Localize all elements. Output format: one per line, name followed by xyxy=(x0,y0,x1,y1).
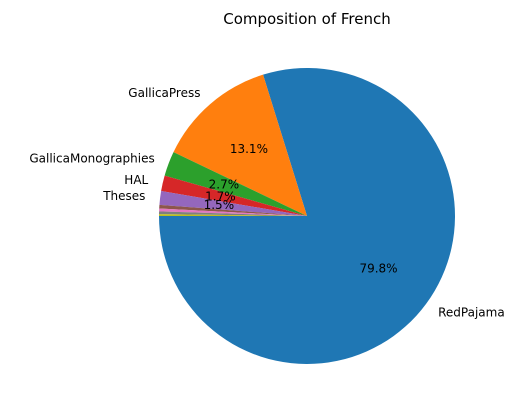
slice-percent-label: 79.8% xyxy=(359,262,397,276)
pie-slice xyxy=(159,191,307,216)
slice-percent-label: 1.5% xyxy=(204,198,235,212)
pie-slice xyxy=(173,74,307,217)
pie-percent-labels: 79.8% 13.1% 2.7%1.7%1.5% xyxy=(204,142,398,276)
pie-slice xyxy=(158,214,307,216)
slice-percent-label: 1.7% xyxy=(205,189,236,203)
slice-label: Theses xyxy=(102,189,145,203)
pie-slice xyxy=(159,68,455,365)
slice-label: HAL xyxy=(124,173,148,187)
pie-slice xyxy=(159,204,307,216)
slice-label: RedPajama xyxy=(438,306,505,320)
slice-label: GallicaMonographies xyxy=(29,151,154,165)
chart-title: Composition of French xyxy=(223,10,391,28)
slice-label: GallicaPress xyxy=(128,86,200,100)
pie-labels: RedPajama GallicaPress GallicaMonographies… xyxy=(29,86,504,320)
pie-slices xyxy=(158,68,455,365)
slice-percent-label: 2.7% xyxy=(209,178,240,192)
slice-percent-label: 13.1% xyxy=(230,142,268,156)
pie-slice xyxy=(161,175,307,216)
pie-slice xyxy=(159,208,307,216)
pie-slice xyxy=(164,152,307,216)
pie-slice xyxy=(159,211,307,216)
